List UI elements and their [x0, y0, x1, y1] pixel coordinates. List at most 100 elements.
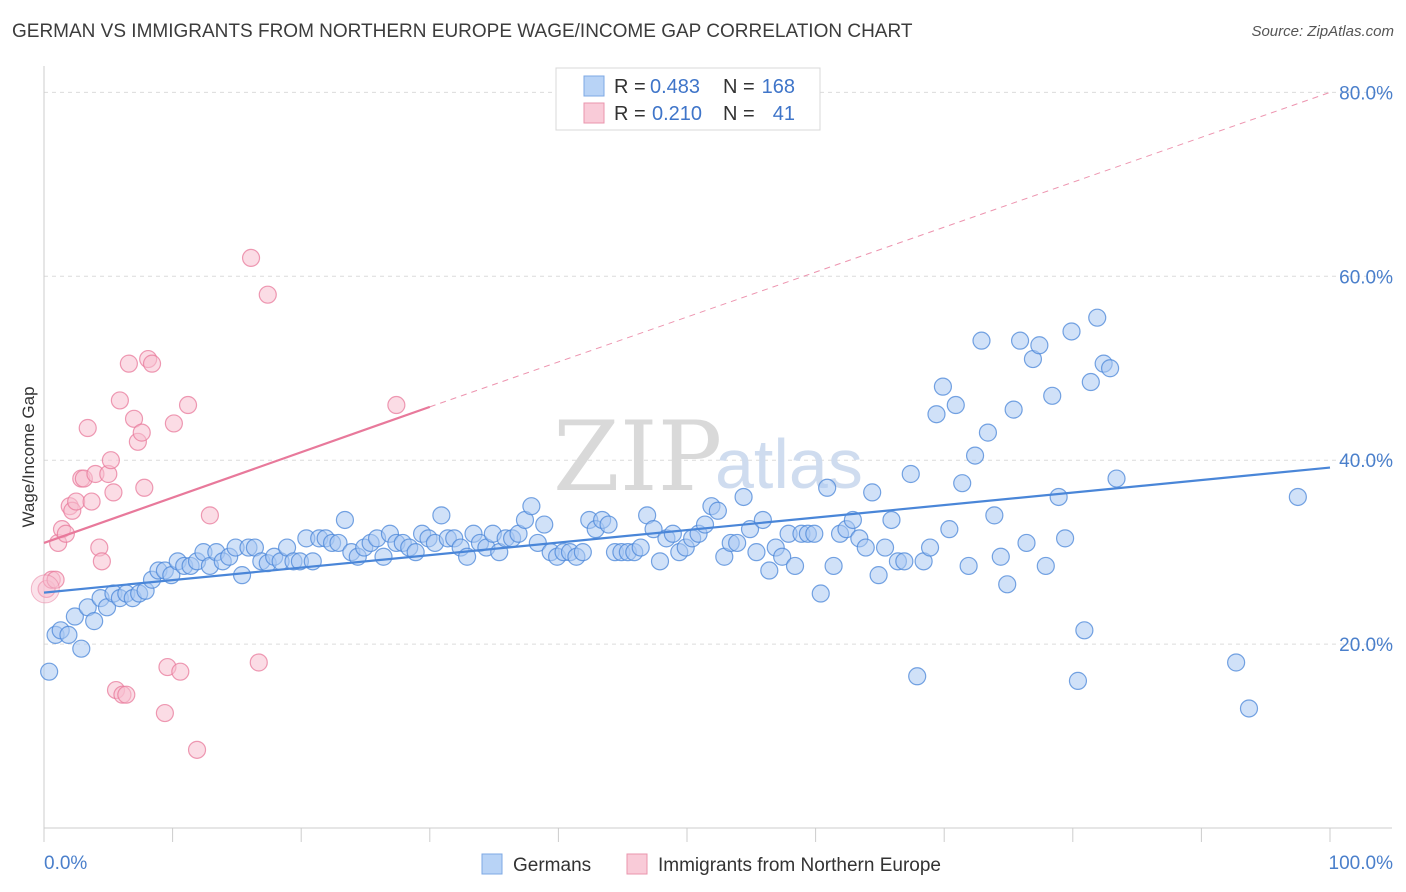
immigrants-point	[200, 506, 219, 525]
immigrants-point	[135, 478, 154, 497]
germans-point	[663, 524, 682, 543]
germans-point	[824, 556, 843, 576]
germans-point	[522, 497, 541, 516]
germans-point	[1288, 487, 1307, 507]
germans-point	[1227, 653, 1246, 672]
immigrants-points	[30, 248, 406, 759]
regression-lines	[43, 91, 1331, 594]
germans-point	[785, 556, 805, 576]
germans-trend-line	[43, 466, 1331, 594]
germans-point	[59, 625, 78, 645]
germans-point	[1036, 556, 1055, 576]
germans-point	[985, 506, 1004, 525]
immigrants-point	[241, 248, 261, 268]
germans-point	[920, 538, 940, 557]
immigrants-point	[178, 395, 198, 415]
legend-bottom: Germans Immigrants from Northern Europe	[481, 853, 941, 876]
bottom-legend-swatch-immigrants	[626, 853, 648, 875]
legend-n-value-immigrants: 41	[773, 103, 795, 125]
immigrants-trend-extension	[429, 91, 1331, 408]
germans-point	[85, 612, 104, 631]
immigrants-point	[78, 418, 97, 438]
x-tick-label-min: 0.0%	[44, 853, 87, 874]
immigrants-point	[119, 354, 138, 373]
germans-point	[856, 538, 875, 557]
germans-point	[747, 543, 766, 562]
legend-n-label-germans: N =	[723, 76, 755, 98]
germans-point	[1055, 529, 1075, 548]
immigrants-point	[132, 423, 151, 442]
germans-point	[1004, 400, 1023, 419]
legend-r-label-germans: R =	[614, 76, 646, 98]
x-tick-label-max: 100.0%	[1329, 853, 1394, 874]
germans-point	[1239, 699, 1259, 718]
germans-point	[843, 510, 862, 530]
immigrants-point	[101, 451, 120, 470]
germans-point	[1100, 359, 1120, 378]
bottom-legend-swatch-germans	[481, 853, 503, 875]
germans-point	[895, 552, 914, 571]
immigrants-point	[258, 285, 277, 304]
bottom-legend-label-germans: Germans	[513, 855, 591, 876]
germans-point	[933, 377, 953, 396]
immigrants-point	[142, 354, 162, 373]
legend-swatch-immigrants	[583, 102, 605, 124]
germans-point	[335, 510, 355, 530]
immigrants-point	[56, 524, 75, 543]
germans-point	[1088, 308, 1107, 327]
immigrants-trend-line	[43, 405, 431, 544]
germans-point	[940, 520, 959, 539]
germans-point	[40, 662, 59, 681]
germans-point	[695, 515, 715, 534]
legend-swatch-germans	[583, 75, 605, 97]
immigrants-point	[249, 653, 268, 672]
germans-point	[650, 552, 670, 571]
germans-point	[1030, 336, 1049, 355]
legend-r-label-immigrants: R =	[614, 103, 646, 125]
immigrants-point	[171, 662, 190, 681]
germans-point	[760, 561, 779, 580]
germans-point	[959, 556, 978, 576]
germans-point	[978, 423, 998, 442]
axes	[43, 66, 1392, 842]
germans-point	[998, 575, 1017, 594]
germans-point	[708, 501, 727, 520]
germans-point	[631, 538, 650, 557]
germans-point	[753, 510, 772, 530]
germans-point	[875, 538, 895, 557]
germans-point	[1068, 671, 1088, 690]
germans-point	[573, 543, 592, 562]
germans-point	[972, 331, 991, 350]
germans-point	[374, 547, 393, 566]
germans-point	[882, 510, 901, 530]
legend-n-value-germans: 168	[762, 76, 795, 98]
immigrants-point	[155, 703, 174, 723]
y-tick-label: 80.0%	[1339, 83, 1393, 104]
y-tick-labels: 20.0% 40.0% 60.0% 80.0%	[1339, 83, 1393, 656]
germans-point	[901, 464, 920, 484]
source-label: Source: ZipAtlas.com	[1251, 23, 1394, 40]
watermark-zip: ZIP	[553, 401, 722, 513]
y-tick-label: 60.0%	[1339, 267, 1393, 288]
germans-point	[599, 515, 618, 534]
germans-points	[40, 308, 1307, 718]
y-tick-label: 40.0%	[1339, 451, 1393, 472]
germans-point	[329, 533, 348, 553]
grid	[44, 91, 1392, 645]
immigrants-point	[92, 552, 111, 571]
germans-point	[432, 506, 451, 525]
germans-point	[1062, 322, 1081, 341]
immigrants-point	[82, 492, 101, 511]
legend-top: R = 0.483 N = 168 R = 0.210 N = 41	[555, 67, 821, 131]
germans-point	[965, 446, 985, 465]
germans-point	[773, 547, 792, 566]
germans-point	[863, 483, 882, 502]
germans-point	[811, 584, 830, 603]
germans-point	[1017, 533, 1036, 553]
immigrants-point	[104, 483, 123, 502]
germans-point	[232, 566, 252, 585]
germans-point	[805, 524, 824, 543]
germans-point	[1107, 469, 1126, 488]
germans-point	[946, 395, 965, 415]
